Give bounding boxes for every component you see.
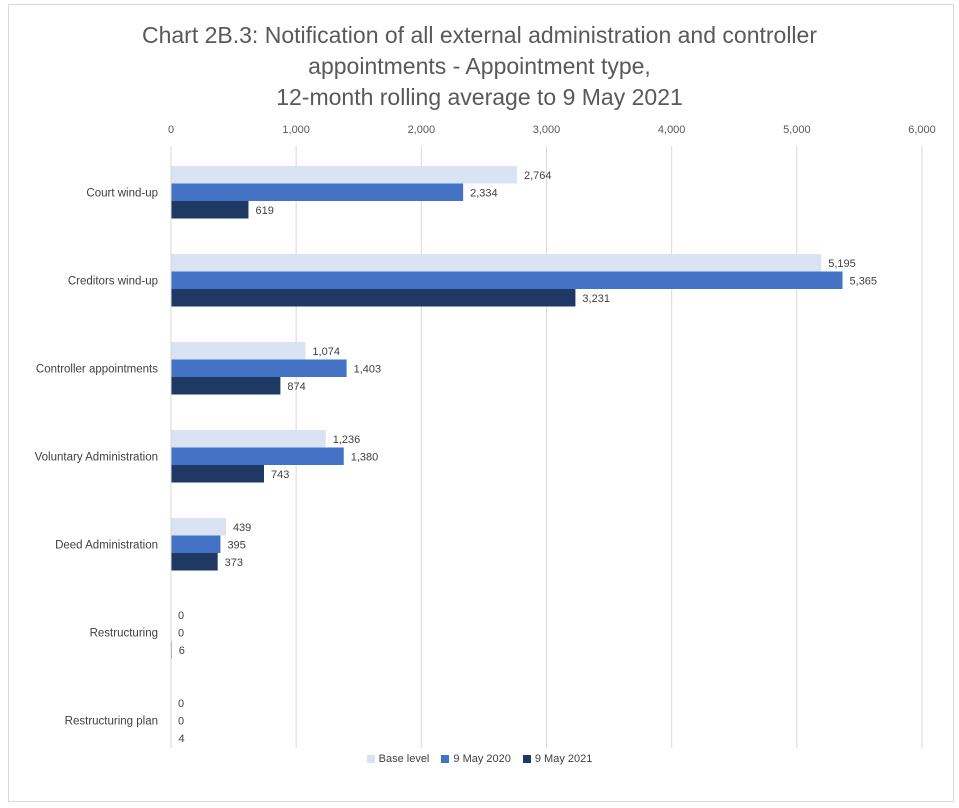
data-label: 2,334 bbox=[470, 187, 498, 199]
data-label: 6 bbox=[179, 645, 185, 657]
data-label: 1,236 bbox=[333, 434, 361, 446]
chart-title: Chart 2B.3: Notification of all external… bbox=[0, 20, 959, 113]
bar bbox=[171, 430, 326, 448]
category-label: Voluntary Administration bbox=[35, 451, 158, 463]
legend-swatch bbox=[522, 755, 531, 763]
category-label: Restructuring plan bbox=[65, 715, 158, 727]
x-tick-label: 0 bbox=[168, 124, 174, 136]
bar bbox=[171, 447, 344, 465]
category-label: Restructuring bbox=[90, 627, 158, 639]
bar bbox=[171, 553, 218, 571]
chart-title-line-1: Chart 2B.3: Notification of all external… bbox=[141, 22, 817, 48]
x-tick-label: 5,000 bbox=[783, 124, 811, 136]
bar bbox=[171, 254, 822, 272]
data-label: 373 bbox=[225, 557, 243, 569]
data-label: 619 bbox=[255, 205, 273, 217]
data-label: 743 bbox=[271, 469, 289, 481]
chart-title-line-2: appointments - Appointment type, bbox=[308, 53, 651, 79]
data-label: 0 bbox=[178, 698, 184, 710]
legend-item: 9 May 2020 bbox=[441, 753, 511, 765]
data-label: 0 bbox=[178, 610, 184, 622]
legend-label: Base level bbox=[378, 753, 430, 765]
data-label: 4 bbox=[179, 733, 185, 745]
data-label: 5,195 bbox=[828, 258, 856, 270]
category-label: Creditors wind-up bbox=[68, 275, 158, 287]
data-label: 1,380 bbox=[351, 451, 379, 463]
legend-swatch bbox=[366, 755, 375, 763]
bar bbox=[171, 518, 226, 536]
x-tick-label: 3,000 bbox=[533, 124, 561, 136]
bar bbox=[171, 535, 221, 553]
data-label: 439 bbox=[233, 522, 251, 534]
category-label: Court wind-up bbox=[86, 187, 158, 199]
data-label: 874 bbox=[287, 381, 305, 393]
data-label: 2,764 bbox=[524, 170, 552, 182]
x-tick-label: 1,000 bbox=[282, 124, 310, 136]
category-label: Controller appointments bbox=[36, 363, 158, 375]
legend-item: Base level bbox=[366, 753, 430, 765]
chart-title-line-3: 12-month rolling average to 9 May 2021 bbox=[276, 84, 683, 110]
x-tick-label: 2,000 bbox=[408, 124, 436, 136]
data-label: 0 bbox=[178, 627, 184, 639]
bar bbox=[171, 377, 281, 395]
bar bbox=[171, 465, 264, 483]
x-tick-label: 6,000 bbox=[908, 124, 936, 136]
legend-label: 9 May 2020 bbox=[453, 753, 511, 765]
bar bbox=[171, 342, 306, 360]
data-label: 3,231 bbox=[582, 293, 610, 305]
x-tick-label: 4,000 bbox=[658, 124, 686, 136]
bar bbox=[171, 289, 576, 307]
data-label: 395 bbox=[227, 539, 245, 551]
bar bbox=[171, 271, 843, 289]
bar bbox=[171, 183, 464, 201]
legend-item: 9 May 2021 bbox=[522, 753, 593, 765]
data-label: 1,074 bbox=[312, 346, 340, 358]
bar bbox=[171, 166, 517, 184]
bar bbox=[171, 201, 249, 219]
data-label: 0 bbox=[178, 715, 184, 727]
legend-label: 9 May 2021 bbox=[534, 753, 593, 765]
data-label: 5,365 bbox=[850, 275, 878, 287]
legend-swatch bbox=[441, 755, 450, 763]
chart-legend: Base level 9 May 2020 9 May 2021 bbox=[0, 753, 959, 765]
bar bbox=[171, 359, 347, 377]
category-label: Deed Administration bbox=[55, 539, 158, 551]
data-label: 1,403 bbox=[354, 363, 382, 375]
